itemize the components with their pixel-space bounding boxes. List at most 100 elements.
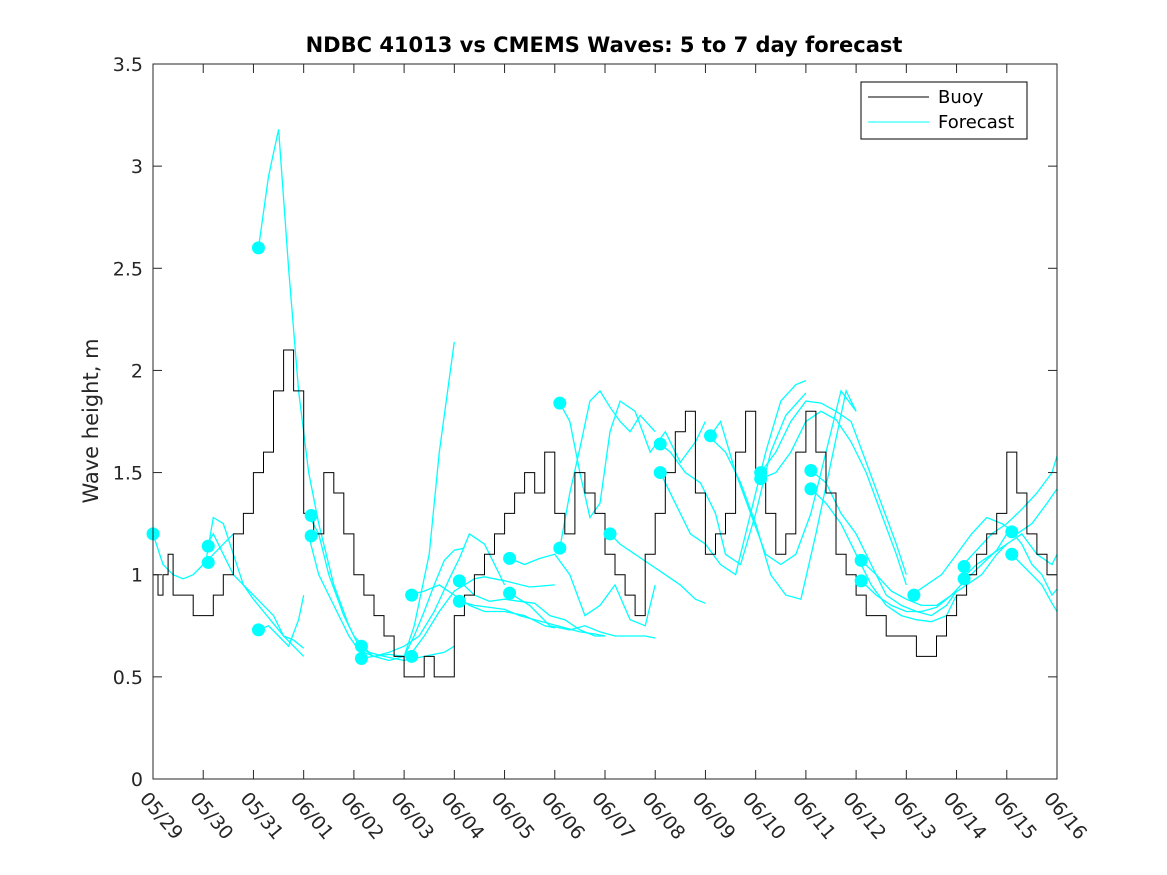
legend-buoy-label: Buoy [938,87,984,108]
forecast-series-line [760,400,907,575]
forecast-series-line [911,488,1058,596]
x-tick-label: 05/31 [236,788,288,844]
x-tick-label: 06/05 [487,788,539,844]
forecast-series-line [961,533,1058,580]
forecast-series-line [709,389,857,566]
forecast-start-marker [452,594,466,608]
forecast-start-marker [503,586,517,600]
x-tick-label: 06/10 [738,788,790,844]
chart-title: NDBC 41013 vs CMEMS Waves: 5 to 7 day fo… [306,33,903,57]
forecast-start-marker [405,588,419,602]
forecast-start-marker [405,649,419,663]
forecast-start-marker [653,437,667,451]
x-tick-label: 05/29 [135,788,187,844]
forecast-series-line [458,580,605,637]
x-tick-label: 06/07 [587,788,639,844]
forecast-series-line [559,400,706,520]
x-tick-label: 06/04 [437,788,489,844]
forecast-start-marker [1005,547,1019,561]
forecast-series-line [659,392,807,566]
forecast-start-marker [804,464,818,478]
forecast-series-line [609,533,706,604]
forecast-series-line [559,389,656,549]
y-tick-label: 3.5 [113,54,143,76]
forecast-start-marker [854,574,868,588]
marker-layer [146,241,1019,665]
x-tick-label: 06/15 [989,788,1041,844]
legend-forecast-label: Forecast [938,112,1014,133]
forecast-start-marker [854,553,868,567]
buoy-series-line [153,349,1057,678]
forecast-series-line [258,594,305,648]
forecast-series-line [152,533,234,580]
forecast-start-marker [804,482,818,496]
forecast-start-marker [251,623,265,637]
y-tick-label: 2.5 [113,258,143,280]
forecast-series-line [860,543,1008,607]
forecast-series-line [810,469,958,617]
y-tick-label: 0.5 [113,667,143,689]
forecast-start-marker [553,396,567,410]
x-tick-label: 06/14 [939,788,991,844]
x-tick-label: 06/13 [889,788,941,844]
forecast-start-marker [603,527,617,541]
forecast-start-marker [201,539,215,553]
y-tick-label: 1 [131,565,143,587]
forecast-series-line [257,129,360,647]
forecast-series-line [1011,553,1058,612]
forecast-start-marker [354,639,368,653]
forecast-start-marker [304,529,318,543]
tick-layer: 00.511.522.533.505/2905/3005/3106/0106/0… [113,54,1091,844]
series-layer [152,129,1058,678]
plot-area: 00.511.522.533.505/2905/3005/3106/0106/0… [113,54,1091,844]
forecast-start-marker [703,429,717,443]
legend-box [860,81,1028,140]
forecast-start-marker [754,472,768,486]
forecast-series-line [1011,531,1058,597]
forecast-start-marker [304,508,318,522]
axes-box [152,63,1058,780]
forecast-series-line [408,576,555,657]
x-tick-label: 06/16 [1039,788,1091,844]
forecast-start-marker [354,651,368,665]
forecast-series-line [205,516,305,649]
y-tick-label: 2 [131,360,143,382]
forecast-start-marker [653,466,667,480]
forecast-series-line [509,553,656,627]
forecast-start-marker [957,560,971,574]
x-tick-label: 05/30 [185,788,237,844]
y-axis-label: Wave height, m [79,338,103,503]
x-tick-label: 06/01 [286,788,338,844]
forecast-series-line [860,533,1008,613]
forecast-start-marker [907,588,921,602]
forecast-start-marker [503,551,517,565]
y-tick-label: 3 [131,156,143,178]
forecast-start-marker [251,241,265,255]
forecast-series-line [459,600,606,637]
x-tick-label: 06/09 [688,788,740,844]
y-tick-label: 1.5 [113,463,143,485]
x-tick-label: 06/11 [788,788,840,844]
forecast-start-marker [201,555,215,569]
x-tick-label: 06/08 [637,788,689,844]
forecast-series-line [358,547,465,660]
legend: Buoy Forecast [860,81,1028,140]
forecast-start-marker [452,574,466,588]
forecast-series-line [358,532,506,658]
y-tick-label: 0 [131,769,143,791]
forecast-series-line [308,341,455,662]
x-tick-label: 06/12 [838,788,890,844]
forecast-start-marker [957,572,971,586]
x-tick-label: 06/06 [537,788,589,844]
forecast-start-marker [553,541,567,555]
forecast-series-line [205,532,305,657]
x-tick-label: 06/02 [336,788,388,844]
forecast-series-line [961,456,1058,567]
x-tick-label: 06/03 [386,788,438,844]
forecast-start-marker [1005,525,1019,539]
forecast-series-line [760,410,907,586]
forecast-series-line [509,592,656,639]
forecast-series-line [659,379,807,576]
forecast-series-line [408,584,555,629]
